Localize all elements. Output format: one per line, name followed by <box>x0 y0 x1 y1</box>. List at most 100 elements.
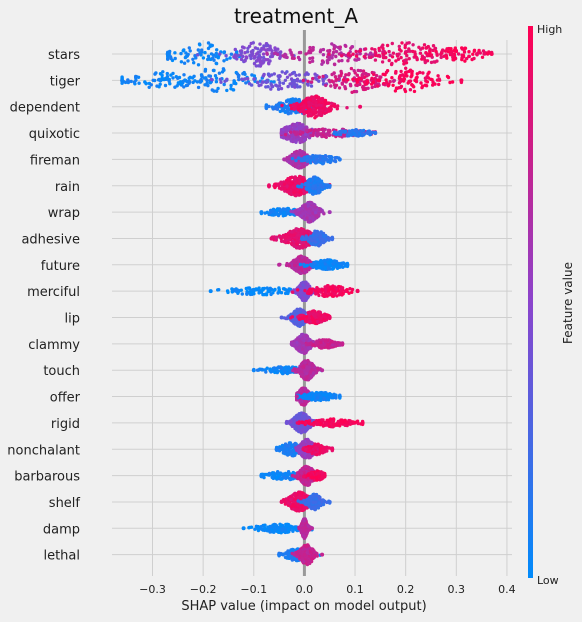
shap-point <box>230 53 233 56</box>
shap-point <box>371 86 374 89</box>
shap-point <box>344 130 347 133</box>
shap-point <box>471 53 474 56</box>
shap-point <box>215 48 218 51</box>
shap-point <box>267 184 271 188</box>
shap-point <box>273 186 276 189</box>
shap-point <box>296 193 299 196</box>
shap-point <box>421 71 424 74</box>
shap-point <box>203 83 206 86</box>
shap-point <box>473 49 476 52</box>
shap-point <box>330 102 333 105</box>
shap-point <box>188 46 191 49</box>
shap-point <box>240 51 243 54</box>
shap-point <box>271 105 274 108</box>
shap-point <box>286 76 289 79</box>
shap-point <box>399 78 402 81</box>
shap-point <box>159 79 162 82</box>
shap-point <box>304 320 307 323</box>
shap-point <box>299 191 302 194</box>
shap-point <box>333 159 336 162</box>
shap-point <box>324 267 327 270</box>
shap-point <box>197 63 200 66</box>
shap-point <box>193 79 196 82</box>
shap-point <box>428 47 431 50</box>
shap-point <box>340 59 343 62</box>
shap-point <box>315 214 318 217</box>
feature-row-future <box>277 255 349 275</box>
shap-point <box>164 84 167 87</box>
shap-point <box>278 57 281 60</box>
shap-point <box>311 49 314 52</box>
shap-point <box>279 110 282 113</box>
shap-point <box>266 211 269 214</box>
shap-point <box>312 184 315 187</box>
shap-point <box>391 55 394 58</box>
shap-point <box>248 287 251 290</box>
shap-point <box>348 287 351 290</box>
shap-point <box>340 263 343 266</box>
shap-point <box>292 154 295 157</box>
shap-point <box>395 53 398 56</box>
shap-point <box>253 74 256 77</box>
shap-point <box>215 52 218 55</box>
shap-point <box>173 86 176 89</box>
shap-point <box>324 262 327 265</box>
shap-point <box>327 292 330 295</box>
shap-point <box>250 292 253 295</box>
shap-point <box>279 181 282 184</box>
shap-point <box>328 155 331 158</box>
shap-point <box>299 137 302 140</box>
shap-point <box>317 128 320 131</box>
shap-point <box>308 46 311 49</box>
shap-point <box>222 59 225 62</box>
shap-point <box>307 104 310 107</box>
shap-point <box>391 84 394 87</box>
shap-point <box>404 52 407 55</box>
shap-point <box>351 78 354 81</box>
shap-point <box>303 138 306 141</box>
shap-point <box>408 41 411 44</box>
shap-point <box>338 133 341 136</box>
shap-point <box>284 79 287 82</box>
shap-point <box>356 84 359 87</box>
shap-point <box>370 77 373 80</box>
shap-point <box>389 80 392 83</box>
shap-point <box>316 238 319 241</box>
shap-point <box>454 46 457 49</box>
shap-point <box>265 292 268 295</box>
shap-point <box>373 131 377 135</box>
shap-point <box>155 84 158 87</box>
shap-point <box>324 84 327 87</box>
shap-point <box>159 83 162 86</box>
shap-point <box>286 190 289 193</box>
shap-point <box>240 58 243 61</box>
shap-point <box>191 58 194 61</box>
shap-point <box>398 81 401 84</box>
shap-point <box>358 132 361 135</box>
shap-point <box>321 75 324 78</box>
shap-point <box>300 256 303 259</box>
shap-point <box>432 44 435 47</box>
shap-point <box>307 202 310 205</box>
shap-point <box>397 58 400 61</box>
shap-point <box>302 237 305 240</box>
shap-point <box>182 73 185 76</box>
shap-point <box>204 68 207 71</box>
shap-point <box>166 58 169 61</box>
shap-point <box>287 181 290 184</box>
shap-point <box>298 211 301 214</box>
shap-point <box>430 78 433 81</box>
shap-point <box>294 258 297 261</box>
shap-point <box>192 75 195 78</box>
shap-point <box>282 214 285 217</box>
shap-point <box>376 84 379 87</box>
shap-point <box>418 71 421 74</box>
shap-point <box>233 289 236 292</box>
shap-point <box>349 84 352 87</box>
shap-point <box>370 47 373 50</box>
shap-point <box>419 48 422 51</box>
shap-point <box>278 288 281 291</box>
shap-point <box>215 77 218 80</box>
shap-point <box>202 56 205 59</box>
